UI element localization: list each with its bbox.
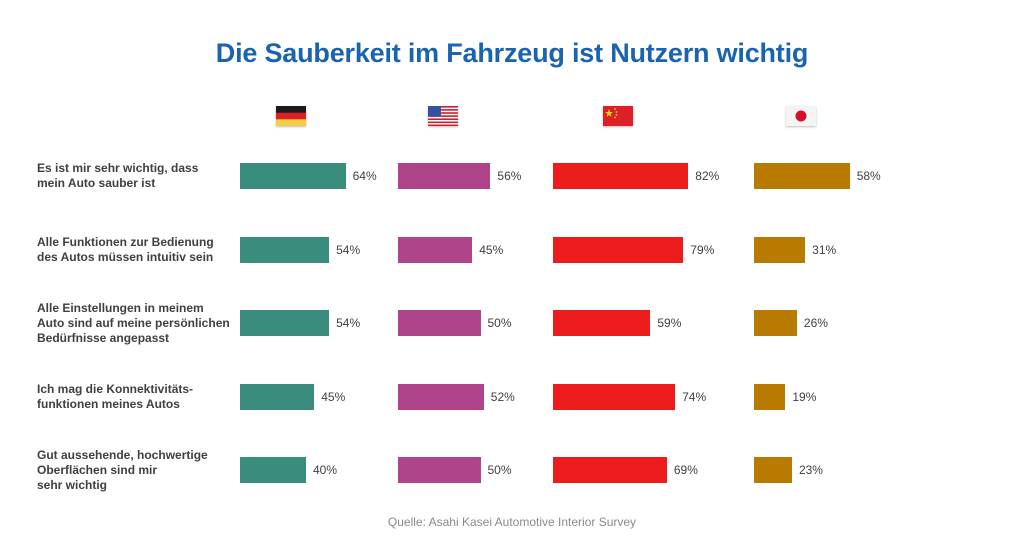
data-label: 50%	[487, 316, 512, 330]
data-label: 56%	[497, 169, 522, 183]
category-label: Ich mag die Konnektivitäts-funktionen me…	[37, 382, 242, 412]
category-label-line: funktionen meines Autos	[37, 397, 180, 411]
bar-japan	[754, 457, 792, 483]
bar-china	[553, 457, 667, 483]
bar-china	[553, 310, 651, 336]
data-label: 40%	[313, 463, 338, 477]
japan-flag-icon	[786, 106, 816, 126]
bar-deutschland	[240, 163, 346, 189]
data-label: 64%	[352, 169, 377, 183]
data-label: 69%	[673, 463, 698, 477]
data-label: 50%	[487, 463, 512, 477]
data-label: 74%	[682, 390, 707, 404]
category-label: Es ist mir sehr wichtig, dass mein Auto s…	[37, 161, 242, 191]
bar-japan	[754, 384, 786, 410]
bar-usa	[398, 163, 491, 189]
data-label: 54%	[336, 243, 361, 257]
data-label: 52%	[490, 390, 515, 404]
category-label-line: Ich mag die Konnektivitäts-	[37, 382, 194, 396]
category-label: Alle Einstellungen in meinem Auto sind au…	[37, 301, 242, 346]
bar-usa	[398, 457, 481, 483]
bar-deutschland	[240, 384, 315, 410]
bar-japan	[754, 310, 797, 336]
data-label: 58%	[856, 169, 881, 183]
category-label-line: sehr wichtig	[37, 477, 108, 492]
bar-japan	[754, 163, 850, 189]
category-label-line: Bedürfnisse angepasst	[37, 330, 170, 345]
category-label-line: mein Auto sauber ist	[37, 176, 156, 190]
category-label-line: Es ist mir sehr wichtig, dass	[37, 161, 199, 175]
category-label-line: des Autos müssen intuitiv sein	[37, 250, 214, 264]
bar-usa	[398, 237, 473, 263]
chart-title: Die Sauberkeit im Fahrzeug ist Nutzern w…	[215, 38, 809, 68]
bar-deutschland	[240, 457, 306, 483]
bar-china	[553, 163, 689, 189]
usa-flag-icon	[428, 106, 458, 126]
germany-flag-icon	[276, 106, 306, 126]
category-label: Gut aussehende, hochwertige Oberflächen s…	[37, 448, 242, 493]
source-note: Quelle: Asahi Kasei Automotive Interior …	[387, 515, 637, 529]
category-label-line: Gut aussehende, hochwertige	[37, 447, 208, 462]
bar-deutschland	[240, 310, 330, 336]
bar-japan	[754, 237, 806, 263]
bar-china	[553, 384, 676, 410]
data-label: 59%	[657, 316, 682, 330]
category-label-line: Auto sind auf meine persönlichen	[37, 315, 230, 330]
category-label: Alle Funktionen zur Bedienung des Autos m…	[37, 235, 242, 265]
data-label: 19%	[792, 390, 817, 404]
data-label: 31%	[812, 243, 837, 257]
data-label: 23%	[798, 463, 823, 477]
category-label-line: Oberflächen sind mir	[37, 462, 158, 477]
data-label: 26%	[803, 316, 828, 330]
bar-china	[553, 237, 684, 263]
data-label: 45%	[479, 243, 504, 257]
data-label: 54%	[336, 316, 361, 330]
bar-usa	[398, 384, 484, 410]
data-label: 82%	[695, 169, 720, 183]
bar-usa	[398, 310, 481, 336]
bar-deutschland	[240, 237, 330, 263]
data-label: 79%	[690, 243, 715, 257]
china-flag-icon	[603, 106, 633, 126]
category-label-line: Alle Einstellungen in meinem	[37, 300, 204, 315]
category-label-line: Alle Funktionen zur Bedienung	[37, 235, 214, 249]
data-label: 45%	[321, 390, 346, 404]
